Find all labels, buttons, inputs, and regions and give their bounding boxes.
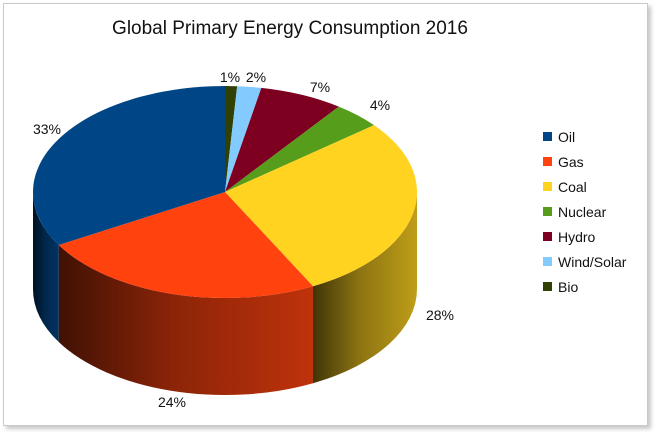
pie-slice-hydro bbox=[225, 87, 339, 192]
pie-label-gas: 24% bbox=[158, 394, 186, 410]
legend-label: Bio bbox=[558, 278, 579, 295]
legend-swatch bbox=[543, 232, 552, 241]
legend-item-hydro: Hydro bbox=[543, 224, 626, 249]
pie-slice-wind-solar bbox=[225, 86, 262, 192]
pie-label-wind-solar: 2% bbox=[246, 69, 266, 85]
pie-slice-nuclear bbox=[225, 106, 375, 192]
legend-swatch bbox=[543, 182, 552, 191]
legend-label: Coal bbox=[558, 178, 587, 195]
legend-item-oil: Oil bbox=[543, 124, 626, 149]
pie-label-oil: 33% bbox=[33, 121, 61, 137]
chart-title: Global Primary Energy Consumption 2016 bbox=[112, 18, 468, 39]
pie-label-hydro: 7% bbox=[310, 79, 330, 95]
pie-slice-oil bbox=[33, 86, 225, 245]
legend-label: Nuclear bbox=[558, 203, 607, 220]
pie-slice-gas bbox=[58, 192, 313, 298]
pie-wall-coal bbox=[312, 192, 417, 384]
pie-wall-oil bbox=[33, 192, 59, 342]
pie-label-bio: 1% bbox=[220, 69, 240, 85]
legend-swatch bbox=[543, 157, 552, 166]
legend-swatch bbox=[543, 207, 552, 216]
legend-item-wind-solar: Wind/Solar bbox=[543, 249, 626, 274]
legend-item-nuclear: Nuclear bbox=[543, 199, 626, 224]
legend-item-gas: Gas bbox=[543, 149, 626, 174]
legend-item-bio: Bio bbox=[543, 274, 626, 299]
legend-label: Oil bbox=[558, 128, 576, 145]
chart-legend: Oil Gas Coal Nuclear Hydro Wind/Solar Bio bbox=[543, 124, 626, 299]
legend-swatch bbox=[543, 282, 552, 291]
legend-swatch bbox=[543, 132, 552, 141]
pie-label-coal: 28% bbox=[426, 307, 454, 323]
legend-swatch bbox=[543, 257, 552, 266]
legend-label: Gas bbox=[558, 153, 584, 170]
pie-slice-bio bbox=[225, 86, 238, 192]
pie-slice-coal bbox=[225, 125, 418, 287]
legend-item-coal: Coal bbox=[543, 174, 626, 199]
legend-label: Wind/Solar bbox=[558, 253, 627, 270]
pie-label-nuclear: 4% bbox=[370, 97, 390, 113]
legend-label: Hydro bbox=[558, 228, 596, 245]
pie-wall-gas bbox=[58, 245, 313, 396]
